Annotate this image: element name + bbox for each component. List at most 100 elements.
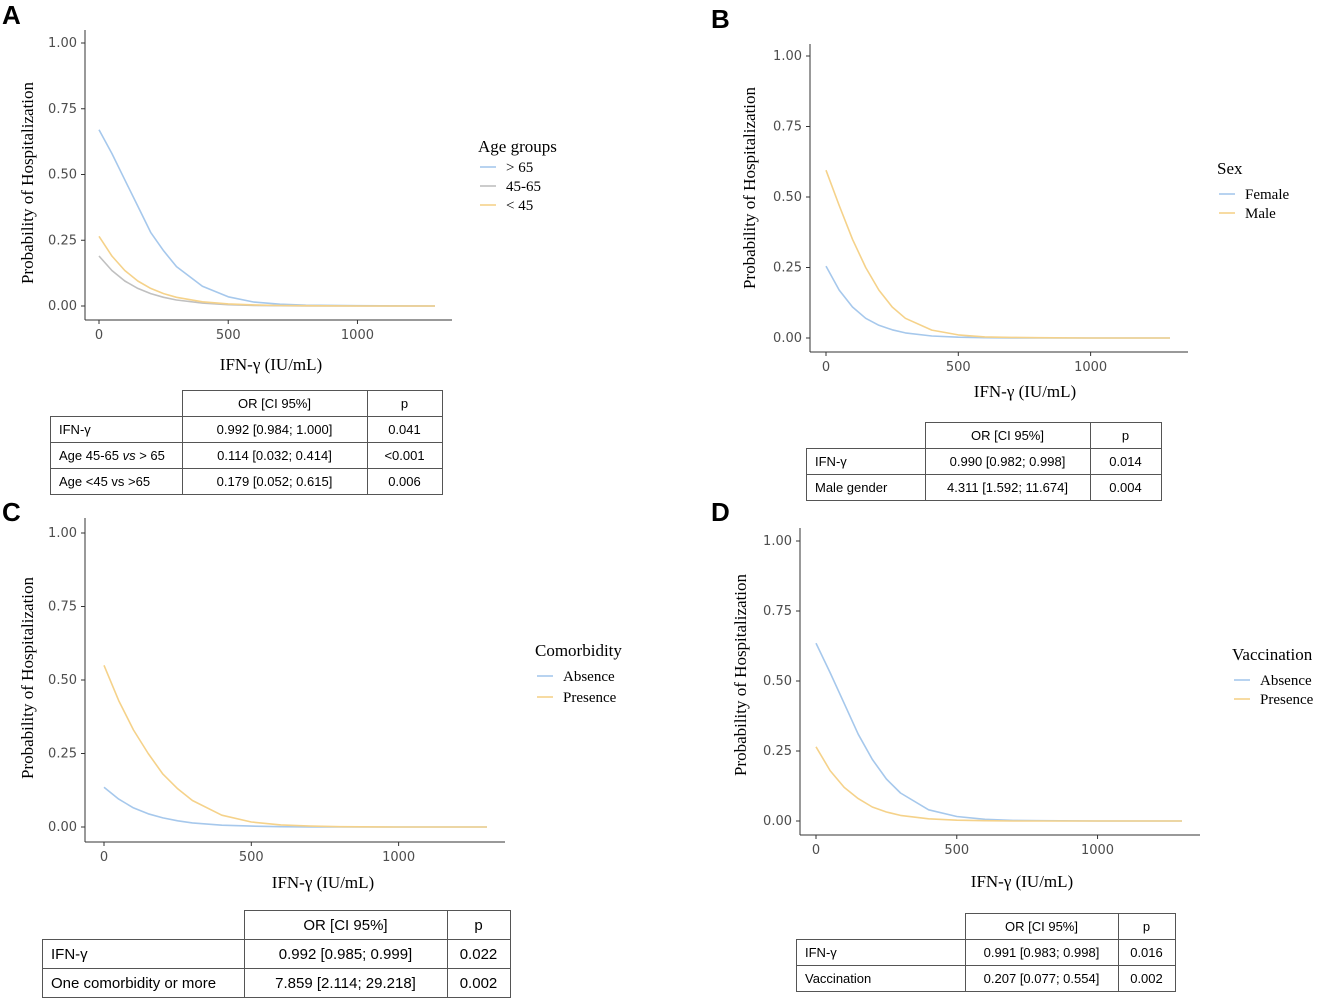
table-row: Vaccination 0.207 [0.077; 0.554] 0.002	[796, 965, 1176, 992]
panel-label-a: A	[2, 0, 21, 30]
legend-entry: > 65	[506, 160, 533, 176]
row-or: 0.114 [0.032; 0.414]	[181, 442, 368, 469]
chart-D: 0.00 0.25 0.50 0.75 1.00 0 500 1000 Probability …	[731, 528, 1314, 891]
series-line-absence	[103, 786, 487, 828]
x-tick-label: 1000	[1081, 843, 1114, 858]
row-p: 0.041	[366, 416, 443, 443]
y-tick-label: 1.00	[763, 534, 792, 549]
y-tick-label: 0.50	[763, 674, 792, 689]
row-label: One comorbidity or more	[42, 968, 245, 998]
row-or: 0.990 [0.982; 0.998]	[924, 448, 1091, 475]
table-row: Age 45-65 vs > 65 0.114 [0.032; 0.414] <…	[50, 442, 443, 469]
row-p: 0.004	[1089, 474, 1162, 501]
y-tick-label: 0.00	[48, 820, 77, 835]
x-tick-label: 0	[100, 850, 108, 865]
series-line-presence	[103, 664, 487, 828]
legend-entry: Male	[1245, 206, 1276, 222]
legend-title: Vaccination	[1232, 645, 1313, 664]
y-tick-label: 0.25	[48, 747, 77, 762]
legend: Vaccination Absence Presence	[1232, 645, 1314, 708]
table-row: IFN-γ 0.992 [0.984; 1.000] 0.041	[50, 416, 443, 443]
row-label: Male gender	[806, 474, 926, 501]
p-header: p	[1117, 913, 1176, 940]
y-tick-label: 0.00	[773, 331, 802, 346]
or-header: OR [CI 95%]	[924, 422, 1091, 449]
y-tick-label: 0.25	[48, 233, 77, 248]
row-label: IFN-γ	[42, 939, 245, 969]
series-line-presence	[815, 746, 1182, 822]
x-tick-label: 0	[95, 328, 103, 343]
row-or: 0.179 [0.052; 0.615]	[181, 468, 368, 495]
legend-entry: < 45	[506, 198, 533, 214]
x-axis-title: IFN-γ (IU/mL)	[971, 872, 1073, 891]
series-line--65	[98, 129, 436, 307]
y-axis-title: Probability of Hospitalization	[731, 573, 750, 776]
row-or: 0.991 [0.983; 0.998]	[964, 939, 1119, 966]
chart-A: 0.00 0.25 0.50 0.75 1.00 0 500 1000 Probability …	[18, 30, 557, 374]
legend-entry: 45-65	[506, 179, 541, 195]
row-p: <0.001	[366, 442, 443, 469]
row-p: 0.006	[366, 468, 443, 495]
series-line-male	[825, 169, 1170, 339]
legend-entry: Female	[1245, 187, 1289, 203]
x-tick-label: 500	[946, 360, 971, 375]
x-tick-label: 500	[216, 328, 241, 343]
series-line-female	[825, 265, 1170, 339]
x-tick-label: 1000	[1074, 360, 1107, 375]
panel-label-d: D	[711, 497, 730, 527]
y-tick-label: 0.50	[48, 168, 77, 183]
y-tick-label: 0.25	[773, 261, 802, 276]
legend-entry: Absence	[1260, 673, 1312, 689]
y-axis-title: Probability of Hospitalization	[18, 81, 37, 284]
p-header: p	[366, 390, 443, 417]
x-tick-label: 1000	[341, 328, 374, 343]
or-table-b: OR [CI 95%] p IFN-γ 0.990 [0.982; 0.998]…	[806, 422, 1162, 501]
row-label: IFN-γ	[806, 448, 926, 475]
row-p: 0.022	[446, 939, 511, 969]
or-header: OR [CI 95%]	[181, 390, 368, 417]
legend: Comorbidity Absence Presence	[535, 641, 622, 706]
row-or: 0.207 [0.077; 0.554]	[964, 965, 1119, 992]
y-tick-label: 0.75	[48, 102, 77, 117]
x-tick-label: 0	[812, 843, 820, 858]
y-tick-label: 0.00	[763, 814, 792, 829]
chart-B: 0.00 0.25 0.50 0.75 1.00 0 500 1000 Probability …	[740, 44, 1289, 401]
row-label: Age <45 vs >65	[50, 468, 183, 495]
or-header: OR [CI 95%]	[243, 910, 448, 940]
row-or: 4.311 [1.592; 11.674]	[924, 474, 1091, 501]
y-axis-title: Probability of Hospitalization	[18, 576, 37, 779]
p-header: p	[446, 910, 511, 940]
row-p: 0.016	[1117, 939, 1176, 966]
row-p: 0.002	[1117, 965, 1176, 992]
row-or: 7.859 [2.114; 29.218]	[243, 968, 448, 998]
or-table-d: OR [CI 95%] p IFN-γ 0.991 [0.983; 0.998]…	[796, 913, 1176, 992]
y-tick-label: 0.75	[763, 604, 792, 619]
chart-C: 0.00 0.25 0.50 0.75 1.00 0 500 1000 Probability …	[18, 518, 622, 892]
series-line--45	[98, 235, 435, 307]
row-label: IFN-γ	[50, 416, 183, 443]
row-p: 0.014	[1089, 448, 1162, 475]
legend-entry: Presence	[1260, 692, 1314, 708]
table-row: IFN-γ 0.991 [0.983; 0.998] 0.016	[796, 939, 1176, 966]
table-row: IFN-γ 0.990 [0.982; 0.998] 0.014	[806, 448, 1162, 475]
x-axis-title: IFN-γ (IU/mL)	[974, 382, 1076, 401]
table-row: IFN-γ 0.992 [0.985; 0.999] 0.022	[42, 939, 511, 969]
series-line-45-65	[98, 255, 435, 307]
legend-entry: Absence	[563, 669, 615, 685]
y-tick-label: 1.00	[48, 526, 77, 541]
y-tick-label: 0.75	[48, 600, 77, 615]
row-or: 0.992 [0.985; 0.999]	[243, 939, 448, 969]
y-tick-label: 0.00	[48, 299, 77, 314]
series-line-absence	[815, 642, 1182, 822]
x-tick-label: 500	[239, 850, 264, 865]
table-row: Age <45 vs >65 0.179 [0.052; 0.615] 0.00…	[50, 468, 443, 495]
table-row: Male gender 4.311 [1.592; 11.674] 0.004	[806, 474, 1162, 501]
legend-entry: Presence	[563, 690, 617, 706]
row-label-text: Age 45-65 vs > 65	[59, 448, 165, 463]
row-or: 0.992 [0.984; 1.000]	[181, 416, 368, 443]
or-table-c: OR [CI 95%] p IFN-γ 0.992 [0.985; 0.999]…	[42, 910, 511, 998]
panel-label-c: C	[2, 497, 21, 527]
y-axis-title: Probability of Hospitalization	[740, 86, 759, 289]
